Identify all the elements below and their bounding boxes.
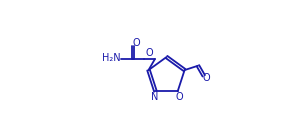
Text: O: O: [175, 92, 183, 102]
Text: N: N: [151, 92, 158, 102]
Text: O: O: [203, 73, 211, 83]
Text: O: O: [132, 38, 140, 48]
Text: O: O: [146, 48, 153, 58]
Text: H₂N: H₂N: [102, 53, 121, 63]
